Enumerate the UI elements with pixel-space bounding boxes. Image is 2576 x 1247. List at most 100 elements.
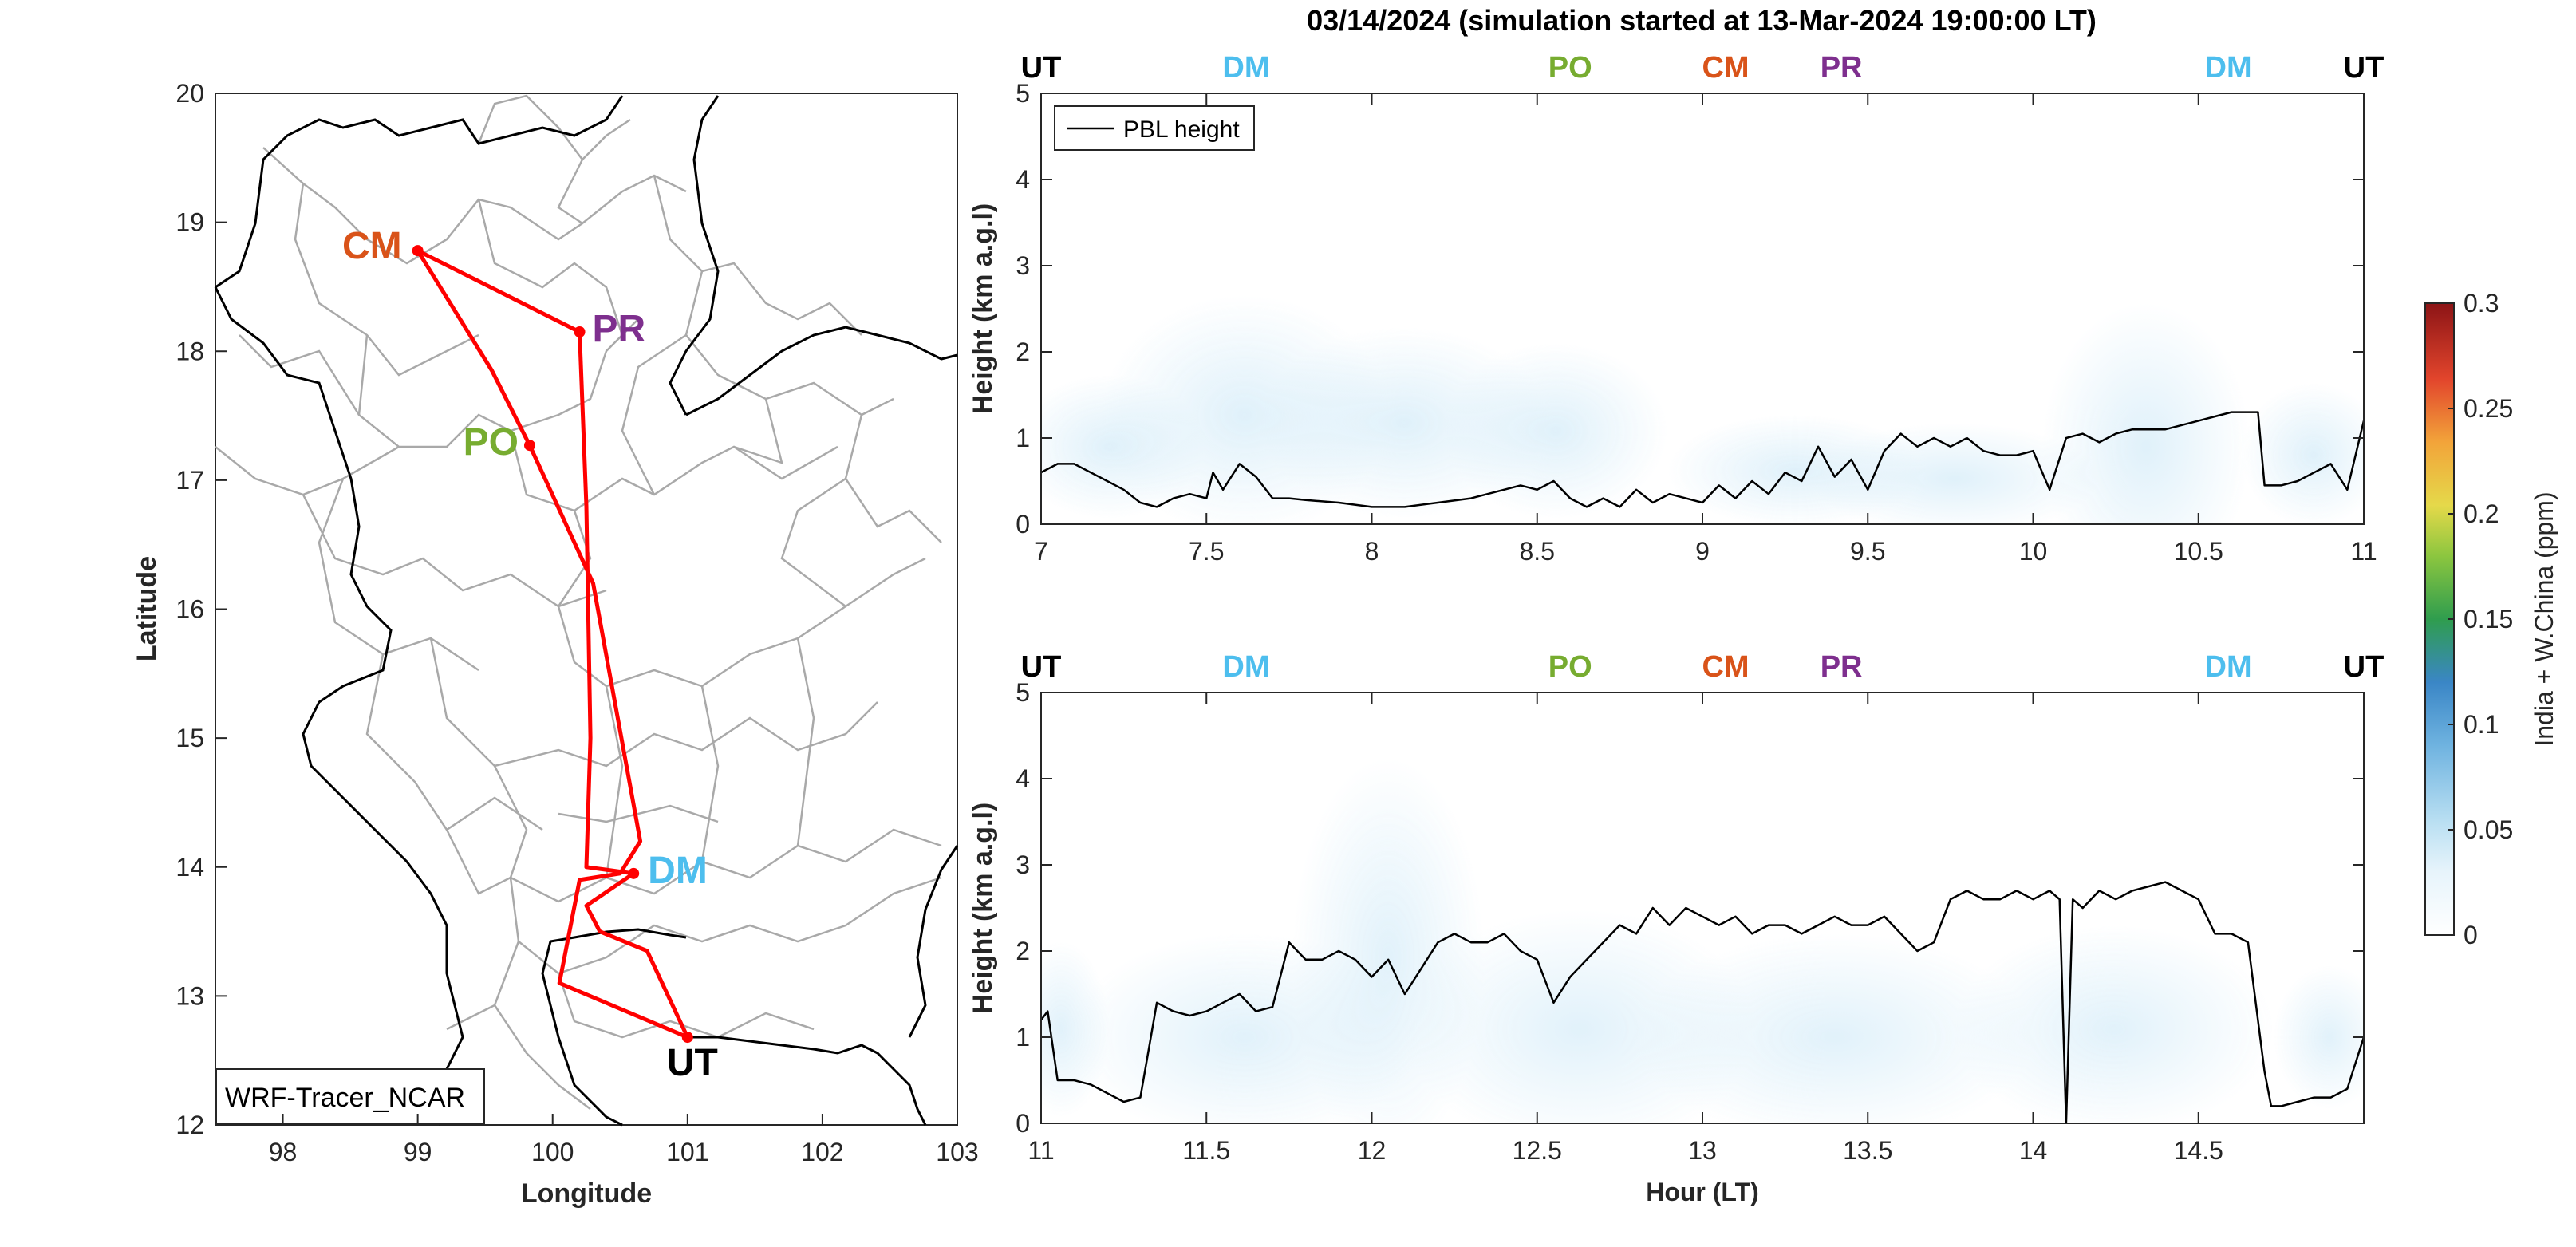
y-tick-label: 4 bbox=[1016, 165, 1030, 194]
bottom-y-label: Height (km a.g.l) bbox=[968, 803, 998, 1013]
map-y-tick-label: 13 bbox=[176, 981, 204, 1010]
legend-label: PBL height bbox=[1123, 116, 1240, 143]
x-tick-label: 13 bbox=[1688, 1136, 1717, 1165]
map-y-tick-label: 14 bbox=[176, 853, 204, 882]
bottom-tracer-field bbox=[1041, 758, 2364, 1123]
colorbar-tick-label: 0.3 bbox=[2464, 289, 2499, 318]
map-x-tick-label: 100 bbox=[531, 1138, 574, 1166]
model-label: WRF-Tracer_NCAR bbox=[225, 1083, 465, 1113]
x-tick-label: 7 bbox=[1034, 537, 1048, 566]
station-dot-pr bbox=[574, 326, 586, 338]
map-x-tick-label: 99 bbox=[404, 1138, 432, 1166]
y-tick-label: 0 bbox=[1016, 510, 1030, 539]
station-dot-po bbox=[523, 440, 535, 452]
y-tick-label: 1 bbox=[1016, 424, 1030, 452]
map-x-label: Longitude bbox=[521, 1178, 652, 1209]
bottom-pbl-height-line bbox=[1041, 881, 2364, 1123]
y-tick-label: 2 bbox=[1016, 337, 1030, 366]
station-time-label-ut: UT bbox=[1021, 51, 1062, 85]
x-tick-label: 8.5 bbox=[1520, 537, 1555, 566]
station-time-label-ut: UT bbox=[1021, 650, 1062, 684]
station-dot-cm bbox=[412, 245, 424, 257]
station-time-label-dm: DM bbox=[2205, 51, 2252, 85]
bottom-station-labels: UT DM PO CM PR DM UT bbox=[1021, 650, 2385, 684]
top-station-labels: UT DM PO CM PR DM UT bbox=[1021, 51, 2385, 85]
colorbar-tick-label: 0 bbox=[2464, 921, 2478, 949]
x-tick-label: 7.5 bbox=[1189, 537, 1224, 566]
flight-route bbox=[416, 248, 690, 1040]
top-tracer-field bbox=[1041, 295, 2364, 524]
map-x-ticks: 98 99 100 101 102 103 bbox=[269, 1114, 979, 1166]
station-time-label-ut: UT bbox=[2344, 650, 2385, 684]
x-tick-label: 13.5 bbox=[1843, 1136, 1892, 1165]
model-label-box bbox=[215, 1068, 485, 1125]
x-tick-label: 11 bbox=[2350, 537, 2377, 566]
map-station-markers: CM PR PO DM UT bbox=[342, 225, 718, 1084]
station-time-label-ut: UT bbox=[2344, 51, 2385, 85]
top-panel: 7 7.5 8 8.5 9 9.5 10 10.5 11 0 1 2 3 4 5 UT DM PO CM PR DM… bbox=[968, 51, 2385, 566]
station-time-label-cm: CM bbox=[1702, 650, 1749, 684]
station-time-label-dm: DM bbox=[2205, 650, 2252, 684]
y-tick-label: 3 bbox=[1016, 850, 1030, 879]
station-time-label-dm: DM bbox=[1222, 51, 1269, 85]
map-y-label: Latitude bbox=[132, 556, 162, 661]
x-tick-label: 12 bbox=[1358, 1136, 1387, 1165]
map-y-tick-label: 17 bbox=[176, 466, 204, 495]
station-dot-dm bbox=[628, 867, 640, 879]
map-y-tick-label: 16 bbox=[176, 595, 204, 624]
country-border bbox=[214, 95, 959, 1127]
colorbar-tick-label: 0.25 bbox=[2464, 394, 2513, 423]
map-y-tick-label: 12 bbox=[176, 1111, 204, 1139]
map-y-tick-label: 18 bbox=[176, 337, 204, 365]
station-label-pr: PR bbox=[593, 308, 646, 350]
colorbar: 0 0.05 0.1 0.15 0.2 0.25 0.3 India + W.China (… bbox=[2424, 289, 2558, 949]
colorbar-tick-label: 0.15 bbox=[2464, 605, 2513, 633]
map-y-tick-label: 20 bbox=[176, 79, 204, 108]
colorbar-ticks: 0 0.05 0.1 0.15 0.2 0.25 0.3 bbox=[2448, 289, 2513, 949]
colorbar-tick-label: 0.1 bbox=[2464, 710, 2499, 739]
bottom-x-label: Hour (LT) bbox=[1646, 1178, 1759, 1206]
map-x-tick-label: 103 bbox=[936, 1138, 978, 1166]
figure-title: 03/14/2024 (simulation started at 13-Mar… bbox=[1307, 4, 2097, 37]
y-tick-label: 4 bbox=[1016, 764, 1030, 793]
station-time-label-po: PO bbox=[1548, 51, 1592, 85]
x-tick-label: 10.5 bbox=[2174, 537, 2223, 566]
x-tick-label: 10 bbox=[2019, 537, 2048, 566]
colorbar-label: India + W.China (ppm) bbox=[2530, 491, 2558, 746]
station-dot-ut bbox=[681, 1032, 693, 1044]
station-label-dm: DM bbox=[648, 850, 708, 892]
colorbar-tick-label: 0.05 bbox=[2464, 815, 2513, 844]
x-tick-label: 14.5 bbox=[2174, 1136, 2223, 1165]
y-tick-label: 5 bbox=[1016, 678, 1030, 707]
map-y-ticks: 12 13 14 15 16 17 18 19 20 bbox=[176, 79, 227, 1139]
map-y-tick-label: 15 bbox=[176, 724, 204, 752]
top-y-ticks: 0 1 2 3 4 5 bbox=[1016, 79, 2364, 539]
y-tick-label: 3 bbox=[1016, 251, 1030, 280]
y-tick-label: 2 bbox=[1016, 937, 1030, 965]
station-time-label-pr: PR bbox=[1821, 650, 1863, 684]
map-panel: CM PR PO DM UT WRF-Tracer_NCAR 98 99 100 101 102… bbox=[132, 79, 979, 1209]
station-label-cm: CM bbox=[342, 225, 402, 267]
x-tick-label: 12.5 bbox=[1513, 1136, 1562, 1165]
station-time-label-po: PO bbox=[1548, 650, 1592, 684]
top-y-label: Height (km a.g.l) bbox=[968, 203, 998, 414]
station-label-ut: UT bbox=[667, 1042, 718, 1084]
colorbar-tick-label: 0.2 bbox=[2464, 499, 2499, 528]
map-y-tick-label: 19 bbox=[176, 208, 204, 237]
top-pbl-height-line bbox=[1041, 411, 2364, 508]
x-tick-label: 11.5 bbox=[1182, 1136, 1230, 1165]
map-x-tick-label: 102 bbox=[801, 1138, 843, 1166]
x-tick-label: 9.5 bbox=[1850, 537, 1885, 566]
map-x-tick-label: 98 bbox=[269, 1138, 298, 1166]
station-time-label-pr: PR bbox=[1821, 51, 1863, 85]
province-borders bbox=[215, 94, 942, 1110]
station-label-po: PO bbox=[464, 421, 519, 464]
x-tick-label: 14 bbox=[2019, 1136, 2048, 1165]
station-time-label-dm: DM bbox=[1222, 650, 1269, 684]
bottom-y-ticks: 0 1 2 3 4 5 bbox=[1016, 678, 2364, 1138]
x-tick-label: 11 bbox=[1028, 1136, 1054, 1165]
x-tick-label: 9 bbox=[1695, 537, 1710, 566]
map-x-tick-label: 101 bbox=[666, 1138, 708, 1166]
